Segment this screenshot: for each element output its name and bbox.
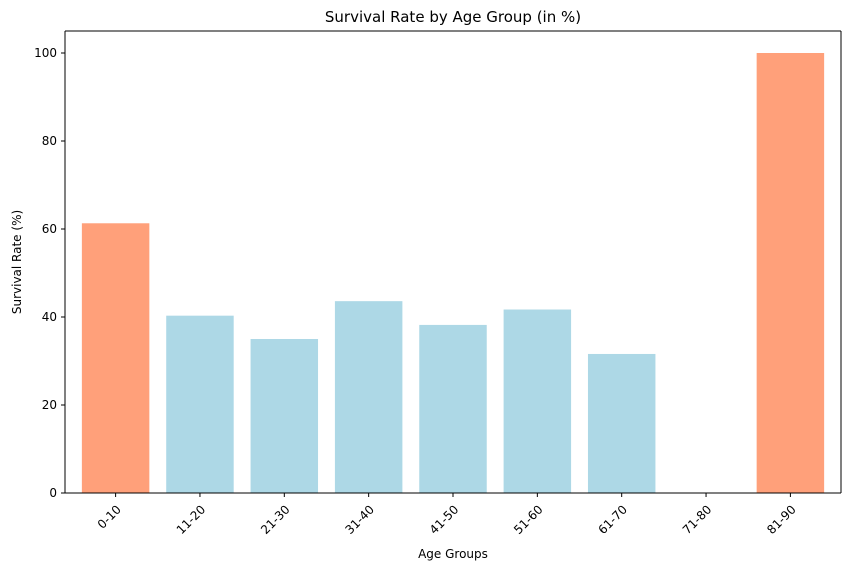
x-tick-label: 61-70 (595, 502, 630, 537)
x-tick-label: 51-60 (511, 502, 546, 537)
x-tick-label: 31-40 (342, 502, 377, 537)
bar-61-70 (587, 353, 656, 493)
x-tick-label: 41-50 (427, 502, 462, 537)
x-axis-label: Age Groups (418, 547, 488, 561)
bar-11-20 (166, 315, 234, 493)
bar-41-50 (419, 324, 487, 493)
y-tick-label: 40 (42, 310, 57, 324)
y-tick-label: 60 (42, 222, 57, 236)
bar-81-90 (756, 53, 825, 493)
x-axis-ticks: 0-10 11-20 21-30 31-40 41-50 51-60 61-70 71-80 8… (95, 493, 799, 537)
bar-31-40 (334, 301, 403, 493)
x-tick-label: 0-10 (95, 502, 124, 531)
y-axis-label: Survival Rate (%) (10, 210, 24, 314)
plot-area (64, 30, 842, 494)
x-tick-label: 21-30 (258, 502, 293, 537)
chart-title: Survival Rate by Age Group (in %) (325, 8, 581, 26)
x-tick-label: 81-90 (764, 502, 799, 537)
y-axis-ticks: 0 20 40 60 80 100 (34, 46, 65, 500)
y-tick-label: 20 (42, 398, 57, 412)
x-tick-label: 71-80 (680, 502, 715, 537)
bar-0-10 (81, 223, 150, 493)
y-tick-label: 80 (42, 134, 57, 148)
y-tick-label: 0 (49, 486, 57, 500)
x-tick-label: 11-20 (174, 502, 209, 537)
bar-21-30 (250, 339, 319, 493)
y-tick-label: 100 (34, 46, 57, 60)
bar-51-60 (503, 309, 572, 493)
